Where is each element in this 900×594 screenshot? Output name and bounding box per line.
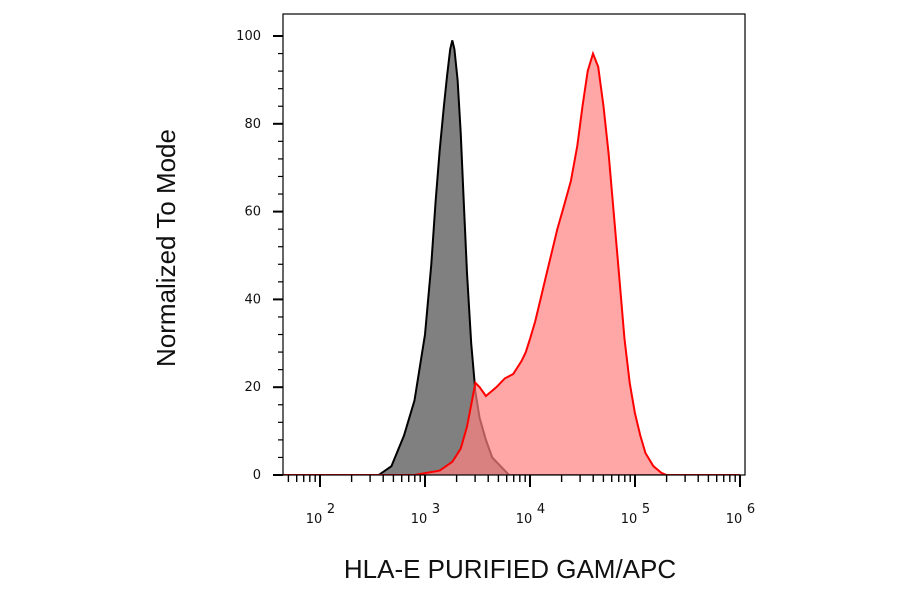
x-tick-exponent: 4 — [537, 502, 545, 517]
x-axis-title: HLA-E PURIFIED GAM/APC — [344, 554, 676, 584]
x-tick-label: 10 — [726, 512, 743, 527]
plot-area — [283, 40, 740, 475]
x-tick-label: 10 — [411, 512, 428, 527]
y-tick-label: 40 — [244, 292, 261, 307]
y-axis: 0 20 40 60 80 100 — [236, 29, 283, 483]
x-tick-exponent: 2 — [327, 502, 335, 517]
series-1-line — [283, 50, 740, 475]
y-axis-title: Normalized To Mode — [151, 129, 181, 367]
y-tick-label: 80 — [244, 117, 261, 132]
x-axis: 10 2 10 3 10 4 10 5 10 6 — [287, 475, 755, 527]
y-tick-label: 20 — [244, 380, 261, 395]
y-tick-label: 60 — [244, 205, 261, 220]
y-tick-label: 0 — [253, 468, 261, 483]
x-tick-label: 10 — [306, 512, 323, 527]
series-0-area — [283, 40, 740, 475]
x-tick-label: 10 — [516, 512, 533, 527]
x-tick-exponent: 5 — [642, 502, 650, 517]
y-tick-label: 100 — [236, 29, 261, 44]
x-tick-exponent: 6 — [747, 502, 755, 517]
series-1-area — [283, 53, 740, 475]
x-tick-label: 10 — [621, 512, 638, 527]
x-tick-exponent: 3 — [432, 502, 440, 517]
